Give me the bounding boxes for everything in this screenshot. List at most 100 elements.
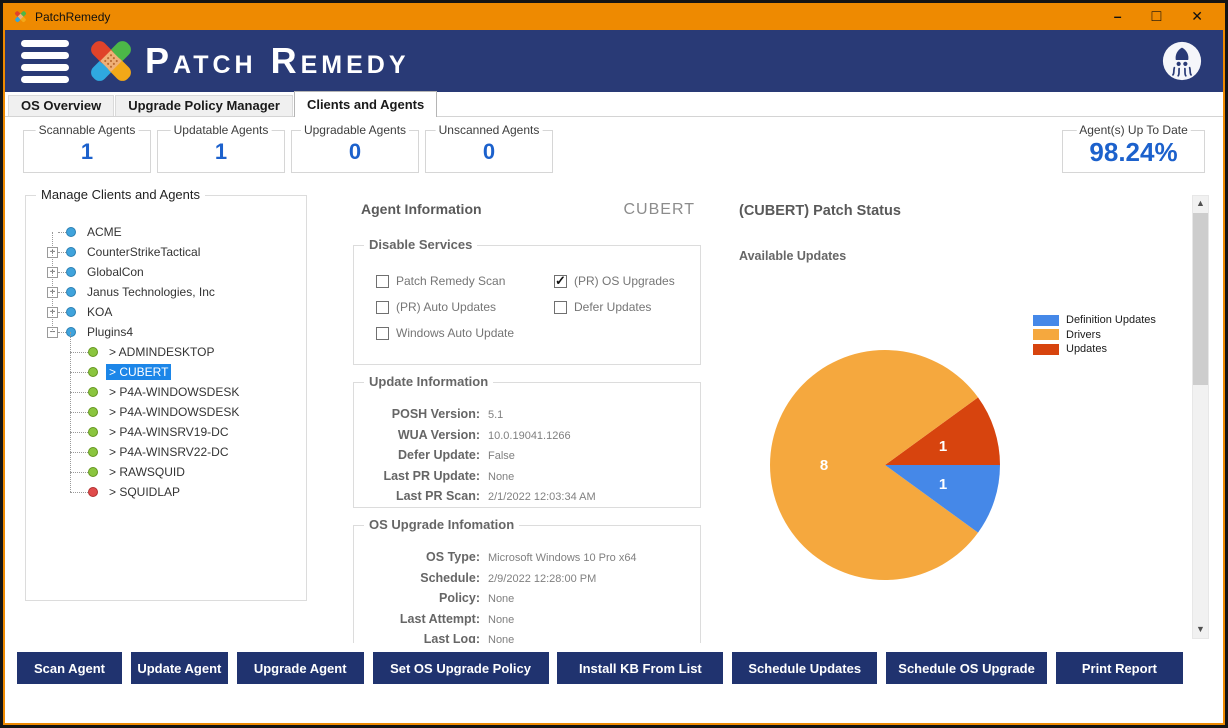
- tree-item-label: Janus Technologies, Inc: [87, 285, 215, 299]
- stat-updatable-agents: Updatable Agents 1: [157, 123, 285, 173]
- checkbox-box[interactable]: ✓: [554, 300, 567, 314]
- tab-clients-and-agents[interactable]: Clients and Agents: [293, 91, 438, 117]
- set-os-upgrade-policy-button[interactable]: Set OS Upgrade Policy: [372, 652, 549, 684]
- legend-swatch: [1033, 343, 1059, 355]
- stat-scannable-agents: Scannable Agents 1: [23, 123, 151, 173]
- agent-info-panel: Agent Information CUBERT Disable Service…: [353, 195, 701, 643]
- print-report-button[interactable]: Print Report: [1055, 652, 1183, 684]
- upgrade-agent-button[interactable]: Upgrade Agent: [236, 652, 364, 684]
- status-dot-blue: [66, 327, 76, 337]
- patch-status-panel: (CUBERT) Patch Status Available Updates …: [739, 195, 1188, 643]
- checkbox-label: (PR) Auto Updates: [396, 300, 497, 314]
- close-icon[interactable]: ✕: [1191, 8, 1203, 24]
- tree-item-label: > RAWSQUID: [109, 465, 185, 479]
- scan-agent-button[interactable]: Scan Agent: [17, 652, 122, 684]
- tree-item-acme[interactable]: ACME: [26, 222, 306, 242]
- tree-item-squidlap[interactable]: > SQUIDLAP: [26, 482, 306, 502]
- stat-value: 0: [482, 139, 496, 164]
- field-os-type: OS Type: Microsoft Windows 10 Pro x64: [354, 548, 700, 569]
- update-agent-button[interactable]: Update Agent: [130, 652, 228, 684]
- field-wua-version: WUA Version: 10.0.19041.1266: [354, 426, 700, 447]
- tree-item-rawsquid[interactable]: > RAWSQUID: [26, 462, 306, 482]
- stat-label: Scannable Agents: [35, 123, 139, 137]
- legend-item-updates: Updates: [1033, 342, 1156, 356]
- scroll-up-icon[interactable]: ▲: [1196, 198, 1205, 208]
- scrollbar-thumb[interactable]: [1193, 213, 1208, 386]
- stat-upgradable-agents: Upgradable Agents 0: [291, 123, 419, 173]
- tree-item-label: CounterStrikeTactical: [87, 245, 201, 259]
- disable-services-group: Disable Services ✓ Patch Remedy Scan ✓ (PR)…: [353, 237, 701, 365]
- os-upgrade-title: OS Upgrade Infomation: [364, 517, 520, 532]
- tab-os-overview[interactable]: OS Overview: [8, 95, 115, 116]
- status-dot-red: [88, 487, 98, 497]
- tree-stub: [70, 391, 88, 393]
- legend-item-drivers: Drivers: [1033, 328, 1156, 342]
- chart-legend: Definition Updates Drivers Updates: [1033, 313, 1156, 357]
- install-kb-from-list-button[interactable]: Install KB From List: [557, 652, 724, 684]
- check-icon: ✓: [555, 272, 566, 288]
- tree-stub: [70, 411, 88, 413]
- checkbox-box[interactable]: ✓: [376, 300, 389, 314]
- tree-item-label: > CUBERT: [106, 364, 172, 380]
- tab-upgrade-policy-manager[interactable]: Upgrade Policy Manager: [115, 95, 293, 116]
- tree-guide: [70, 332, 71, 492]
- legend-swatch: [1033, 314, 1059, 326]
- tree-item-counterstriketactical[interactable]: + CounterStrikeTactical: [26, 242, 306, 262]
- tree-item-label: > P4A-WINSRV19-DC: [109, 425, 229, 439]
- tree-stub: [70, 371, 88, 373]
- legend-swatch: [1033, 329, 1059, 340]
- field-label: Last PR Scan:: [395, 489, 480, 503]
- tree-stub: [70, 431, 88, 433]
- checkbox-box[interactable]: ✓: [376, 326, 389, 340]
- scroll-down-icon[interactable]: ▼: [1196, 624, 1205, 634]
- tree-item-globalcon[interactable]: + GlobalCon: [26, 262, 306, 282]
- minimize-icon[interactable]: –: [1113, 8, 1122, 24]
- tree-item-cubert[interactable]: > CUBERT: [26, 362, 306, 382]
- pie-slice-updates: [885, 397, 1000, 465]
- checkbox-box[interactable]: ✓: [554, 272, 567, 288]
- tree-item-janus-technologies-inc[interactable]: + Janus Technologies, Inc: [26, 282, 306, 302]
- stat-label: Upgradable Agents: [300, 123, 410, 137]
- action-button-bar: Scan Agent Update Agent Upgrade Agent Set O…: [5, 643, 1223, 703]
- field-last-pr-update: Last PR Update: None: [354, 467, 700, 488]
- tree-stub: [58, 251, 66, 253]
- update-information-title: Update Information: [364, 374, 494, 389]
- checkbox-defer-updates[interactable]: ✓ Defer Updates: [554, 294, 714, 320]
- field-label: POSH Version:: [391, 407, 480, 421]
- schedule-os-upgrade-button[interactable]: Schedule OS Upgrade: [886, 652, 1048, 684]
- tree-item-p4a-windowsdesk[interactable]: > P4A-WINDOWSDESK: [26, 382, 306, 402]
- maximize-icon[interactable]: □: [1151, 8, 1162, 25]
- field-last-pr-scan: Last PR Scan: 2/1/2022 12:03:34 AM: [354, 487, 700, 508]
- checkbox-box[interactable]: ✓: [376, 274, 389, 288]
- tree-item-koa[interactable]: + KOA: [26, 302, 306, 322]
- brand-title: Patch Remedy: [145, 40, 410, 81]
- status-dot-green: [88, 347, 98, 357]
- stat-label: Updatable Agents: [170, 123, 272, 137]
- status-dot-blue: [66, 247, 76, 257]
- checkbox-pr-os-upgrades[interactable]: ✓ (PR) OS Upgrades: [554, 268, 714, 294]
- patch-status-title: (CUBERT) Patch Status: [739, 203, 901, 219]
- status-dot-green: [88, 447, 98, 457]
- menu-icon[interactable]: [21, 39, 69, 83]
- squid-logo-icon: [1161, 40, 1203, 82]
- checkbox-windows-auto-update[interactable]: ✓ Windows Auto Update: [376, 320, 554, 346]
- tree-item-admindesktop[interactable]: > ADMINDESKTOP: [26, 342, 306, 362]
- schedule-updates-button[interactable]: Schedule Updates: [732, 652, 878, 684]
- status-dot-green: [88, 407, 98, 417]
- tree-item-p4a-windowsdesk[interactable]: > P4A-WINDOWSDESK: [26, 402, 306, 422]
- vertical-scrollbar[interactable]: ▲ ▼: [1192, 195, 1209, 639]
- field-label: Last Log:: [423, 632, 480, 643]
- tree-item-plugins4[interactable]: − Plugins4: [26, 322, 306, 342]
- app-header: Patch Remedy: [5, 30, 1223, 92]
- field-policy: Policy: None: [354, 589, 700, 610]
- field-schedule: Schedule: 2/9/2022 12:28:00 PM: [354, 569, 700, 590]
- checkbox-patch-remedy-scan[interactable]: ✓ Patch Remedy Scan: [376, 268, 554, 294]
- scrollbar-track[interactable]: [1193, 212, 1208, 622]
- tree-item-p4a-winsrv19-dc[interactable]: > P4A-WINSRV19-DC: [26, 422, 306, 442]
- patch-remedy-logo-icon: [83, 34, 139, 88]
- stats-row: Scannable Agents 1 Updatable Agents 1 Upgrad…: [5, 117, 1223, 181]
- tree-stub: [58, 311, 66, 313]
- tree-item-p4a-winsrv22-dc[interactable]: > P4A-WINSRV22-DC: [26, 442, 306, 462]
- checkbox-pr-auto-updates[interactable]: ✓ (PR) Auto Updates: [376, 294, 554, 320]
